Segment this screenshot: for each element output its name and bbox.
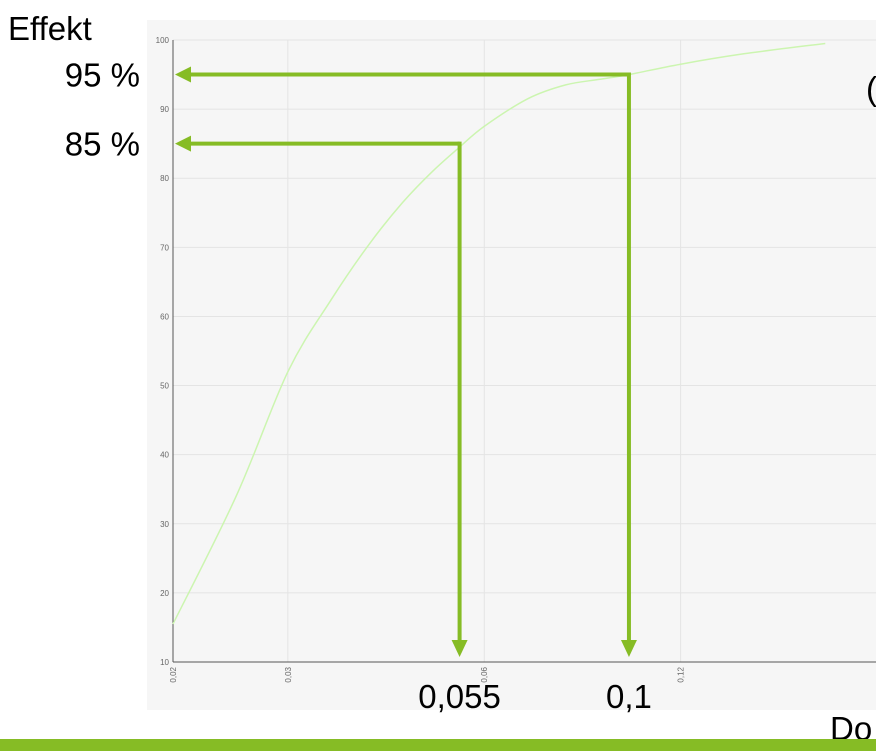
annotation-arrows: [175, 66, 637, 657]
left-arrow-head: [175, 135, 191, 152]
y-tick-label: 20: [160, 589, 169, 598]
tick-labels: 10 20 30 40 50 60 70 80 90 100 0,02 0,03 0,06 0,12: [156, 36, 686, 683]
x-tick-label: 0,12: [677, 666, 686, 682]
y-tick-label: 40: [160, 451, 169, 460]
down-arrow-head: [451, 640, 468, 657]
y-tick-label: 10: [160, 658, 169, 667]
y-value-label: 85 %: [65, 126, 140, 163]
cut-off-right-label: (: [866, 70, 876, 107]
x-value-label: 0,055: [418, 678, 501, 715]
y-axis-title: Effekt: [8, 10, 92, 47]
y-tick-label: 100: [156, 36, 170, 45]
y-tick-label: 50: [160, 382, 169, 391]
annotation-labels: 95 % 0,1 85 % 0,055: [65, 57, 652, 715]
y-tick-label: 30: [160, 520, 169, 529]
down-arrow-head: [620, 640, 637, 657]
y-value-label: 95 %: [65, 57, 140, 94]
x-tick-label: 0,02: [169, 666, 178, 682]
chart-background: [147, 20, 876, 710]
y-tick-label: 60: [160, 312, 169, 321]
y-tick-label: 90: [160, 105, 169, 114]
bottom-accent-bar: [0, 739, 876, 751]
y-tick-label: 80: [160, 174, 169, 183]
x-tick-label: 0,03: [284, 666, 293, 682]
x-tick-label: 0,06: [480, 666, 489, 682]
left-arrow-head: [175, 66, 191, 83]
y-tick-label: 70: [160, 243, 169, 252]
x-value-label: 0,1: [606, 678, 652, 715]
